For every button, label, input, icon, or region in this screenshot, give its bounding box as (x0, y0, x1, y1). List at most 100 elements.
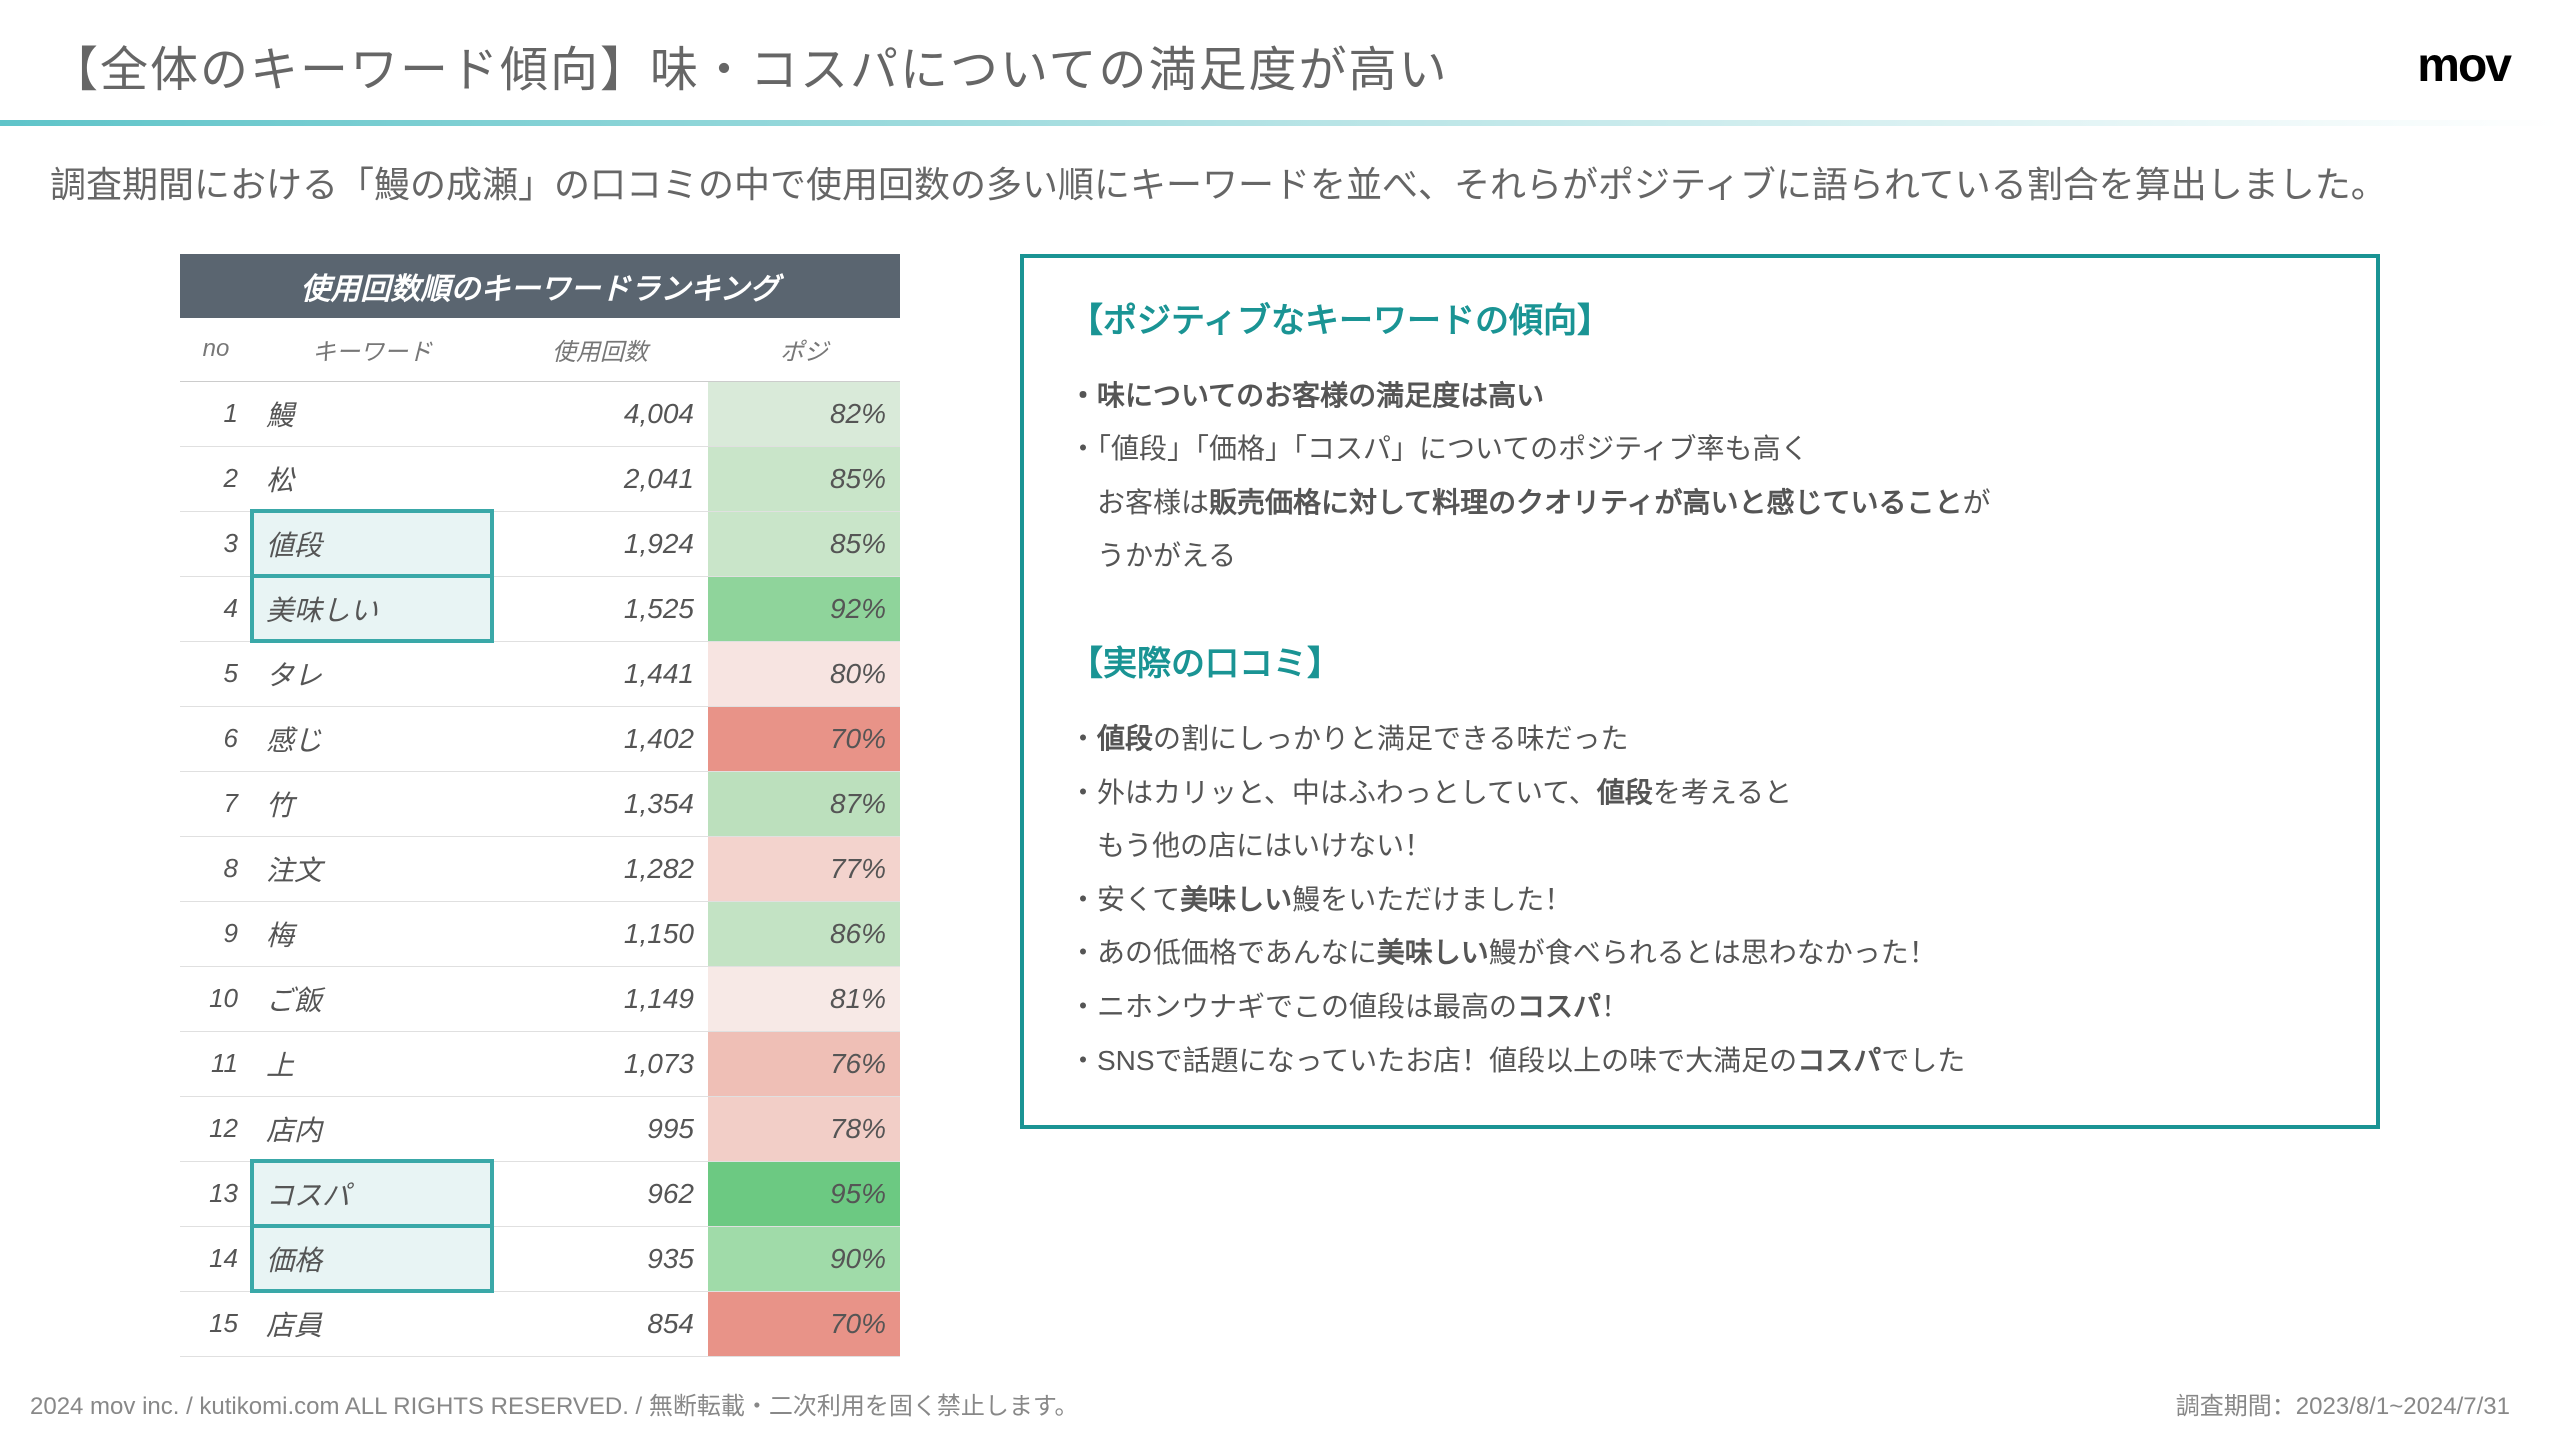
section-heading-2: 【実際の口コミ】 (1069, 636, 2331, 685)
cell-count: 1,150 (492, 901, 708, 966)
table-row: 5タレ1,44180% (180, 641, 900, 706)
info-box: 【ポジティブなキーワードの傾向】 ・味についてのお客様の満足度は高い・「値段」「… (1020, 254, 2380, 1130)
footer: 2024 mov inc. / kutikomi.com ALL RIGHTS … (30, 1386, 2510, 1421)
info-panel: 【ポジティブなキーワードの傾向】 ・味についてのお客様の満足度は高い・「値段」「… (1020, 254, 2380, 1357)
cell-keyword: タレ (252, 641, 492, 706)
col-no: no (180, 318, 252, 382)
cell-no: 1 (180, 381, 252, 446)
cell-positive-pct: 85% (708, 511, 900, 576)
cell-no: 6 (180, 706, 252, 771)
section-2-lines: ・値段の割にしっかりと満足できる味だった・外はカリッと、中はふわっとしていて、値… (1069, 715, 2331, 1084)
cell-count: 4,004 (492, 381, 708, 446)
page-title: 【全体のキーワード傾向】味・コスパについての満足度が高い (50, 30, 1449, 100)
cell-keyword: ご飯 (252, 966, 492, 1031)
cell-positive-pct: 78% (708, 1096, 900, 1161)
cell-positive-pct: 87% (708, 771, 900, 836)
cell-keyword: 梅 (252, 901, 492, 966)
table-row: 10ご飯1,14981% (180, 966, 900, 1031)
cell-keyword: 松 (252, 446, 492, 511)
cell-keyword: 値段 (252, 511, 492, 576)
brand-logo: mov (2417, 38, 2510, 93)
cell-count: 935 (492, 1226, 708, 1291)
footer-right: 調査期間：2023/8/1~2024/7/31 (2176, 1386, 2510, 1421)
col-positive: ポジ (708, 318, 900, 382)
info-line: ・ニホンウナギでこの値段は最高のコスパ！ (1069, 983, 2331, 1031)
cell-count: 1,402 (492, 706, 708, 771)
cell-positive-pct: 95% (708, 1161, 900, 1226)
cell-keyword: 上 (252, 1031, 492, 1096)
cell-no: 14 (180, 1226, 252, 1291)
subtitle-text: 調査期間における「鰻の成瀬」の口コミの中で使用回数の多い順にキーワードを並べ、そ… (50, 156, 2510, 214)
info-line: ・「値段」「価格」「コスパ」についてのポジティブ率も高く (1069, 425, 2331, 473)
table-row: 1鰻4,00482% (180, 381, 900, 446)
page-root: 【全体のキーワード傾向】味・コスパについての満足度が高い mov 調査期間におけ… (0, 0, 2560, 1441)
cell-positive-pct: 90% (708, 1226, 900, 1291)
table-row: 3値段1,92485% (180, 511, 900, 576)
table-row: 2松2,04185% (180, 446, 900, 511)
table-row: 13コスパ96295% (180, 1161, 900, 1226)
cell-no: 13 (180, 1161, 252, 1226)
cell-count: 995 (492, 1096, 708, 1161)
info-line: もう他の店にはいけない！ (1069, 822, 2331, 870)
table-row: 6感じ1,40270% (180, 706, 900, 771)
col-count: 使用回数 (492, 318, 708, 382)
table-row: 8注文1,28277% (180, 836, 900, 901)
cell-count: 1,525 (492, 576, 708, 641)
table-panel: 使用回数順のキーワードランキング no キーワード 使用回数 ポジ 1鰻4,00… (180, 254, 900, 1357)
cell-positive-pct: 80% (708, 641, 900, 706)
cell-no: 3 (180, 511, 252, 576)
cell-positive-pct: 86% (708, 901, 900, 966)
info-line: うかがえる (1069, 532, 2331, 580)
cell-keyword: 店内 (252, 1096, 492, 1161)
cell-no: 5 (180, 641, 252, 706)
cell-keyword: コスパ (252, 1161, 492, 1226)
section-1-lines: ・味についてのお客様の満足度は高い・「値段」「価格」「コスパ」についてのポジティ… (1069, 372, 2331, 580)
cell-no: 15 (180, 1291, 252, 1356)
cell-no: 9 (180, 901, 252, 966)
cell-count: 1,924 (492, 511, 708, 576)
info-line: ・安くて美味しい鰻をいただけました！ (1069, 876, 2331, 924)
cell-keyword: 感じ (252, 706, 492, 771)
cell-count: 1,354 (492, 771, 708, 836)
cell-positive-pct: 81% (708, 966, 900, 1031)
table-title: 使用回数順のキーワードランキング (180, 254, 900, 318)
info-line: ・SNSで話題になっていたお店！値段以上の味で大満足のコスパでした (1069, 1037, 2331, 1085)
cell-no: 12 (180, 1096, 252, 1161)
section-heading-1: 【ポジティブなキーワードの傾向】 (1069, 293, 2331, 342)
cell-count: 1,441 (492, 641, 708, 706)
cell-count: 2,041 (492, 446, 708, 511)
cell-no: 11 (180, 1031, 252, 1096)
cell-keyword: 店員 (252, 1291, 492, 1356)
info-line: ・味についてのお客様の満足度は高い (1069, 372, 2331, 420)
cell-positive-pct: 70% (708, 1291, 900, 1356)
col-keyword: キーワード (252, 318, 492, 382)
table-body: 1鰻4,00482%2松2,04185%3値段1,92485%4美味しい1,52… (180, 381, 900, 1356)
table-row: 12店内99578% (180, 1096, 900, 1161)
table-row: 4美味しい1,52592% (180, 576, 900, 641)
cell-positive-pct: 70% (708, 706, 900, 771)
footer-left: 2024 mov inc. / kutikomi.com ALL RIGHTS … (30, 1386, 1078, 1421)
cell-positive-pct: 76% (708, 1031, 900, 1096)
cell-count: 962 (492, 1161, 708, 1226)
info-line: ・あの低価格であんなに美味しい鰻が食べられるとは思わなかった！ (1069, 929, 2331, 977)
cell-count: 1,282 (492, 836, 708, 901)
table-row: 9梅1,15086% (180, 901, 900, 966)
cell-count: 1,073 (492, 1031, 708, 1096)
cell-no: 8 (180, 836, 252, 901)
cell-no: 7 (180, 771, 252, 836)
divider-bar (0, 120, 2560, 126)
cell-no: 4 (180, 576, 252, 641)
table-row: 15店員85470% (180, 1291, 900, 1356)
table-row: 7竹1,35487% (180, 771, 900, 836)
table-row: 11上1,07376% (180, 1031, 900, 1096)
header: 【全体のキーワード傾向】味・コスパについての満足度が高い mov (50, 30, 2510, 100)
info-line: お客様は販売価格に対して料理のクオリティが高いと感じていることが (1069, 479, 2331, 527)
table-header-row: no キーワード 使用回数 ポジ (180, 318, 900, 382)
cell-no: 10 (180, 966, 252, 1031)
cell-positive-pct: 82% (708, 381, 900, 446)
cell-keyword: 鰻 (252, 381, 492, 446)
table-row: 14価格93590% (180, 1226, 900, 1291)
info-line: ・値段の割にしっかりと満足できる味だった (1069, 715, 2331, 763)
cell-positive-pct: 77% (708, 836, 900, 901)
info-line: ・外はカリッと、中はふわっとしていて、値段を考えると (1069, 769, 2331, 817)
